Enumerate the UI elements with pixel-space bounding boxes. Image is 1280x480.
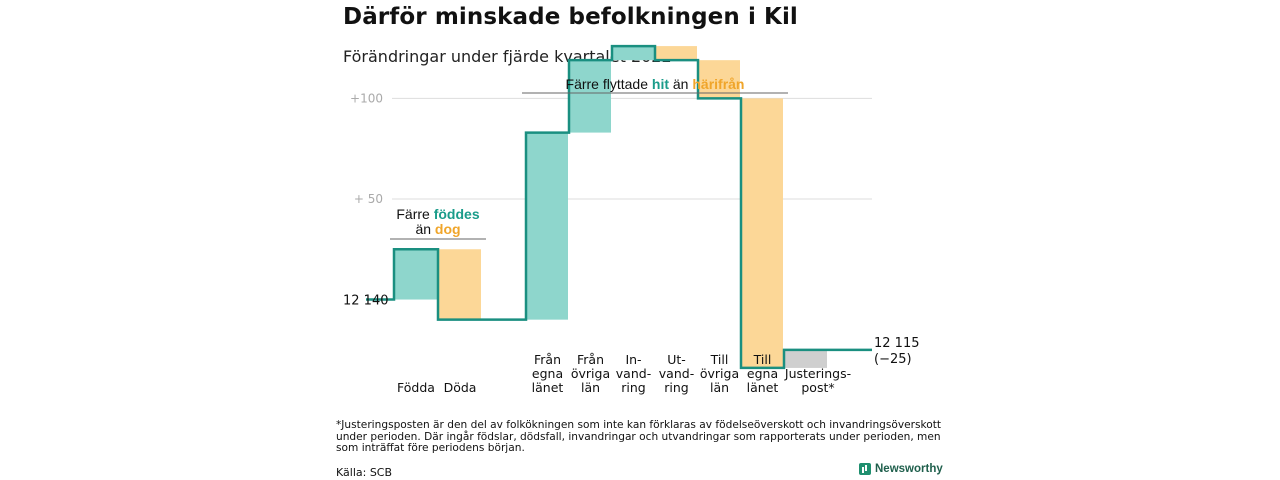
newsworthy-logo: Newsworthy — [859, 463, 943, 475]
category-label: Ut-vand-ring — [659, 352, 694, 395]
annotation-text: Färre föddes — [396, 206, 479, 222]
category-label: Födda — [397, 380, 435, 395]
bar — [785, 349, 827, 368]
category-label: Döda — [444, 380, 477, 395]
total-line — [366, 44, 872, 370]
bar — [613, 46, 654, 61]
annotation-text: än dog — [415, 221, 460, 237]
category-label: Till övriga län — [700, 352, 739, 395]
end-change-label: (−25) — [874, 352, 912, 367]
start-value-label: 12 140 — [343, 294, 389, 309]
bar — [570, 60, 611, 133]
bar — [395, 249, 437, 300]
category-label: Till egna länet — [747, 352, 779, 395]
category-label: In-vand-ring — [616, 352, 651, 395]
newsworthy-logo-icon — [859, 463, 871, 475]
annotation-text: Färre flyttade hit än härifrån — [566, 76, 745, 92]
bar — [699, 60, 740, 99]
gridlines — [392, 97, 872, 200]
chart-title: Därför minskade befolkningen i Kil — [343, 4, 798, 30]
bars — [395, 46, 827, 368]
category-label: Från övriga län — [571, 352, 610, 395]
y-tick-label: +100 — [350, 91, 383, 105]
bar — [527, 132, 568, 320]
source-note: Källa: SCB — [336, 466, 393, 479]
bar — [742, 98, 783, 368]
footnote: *Justeringsposten är den del av folkökni… — [336, 419, 942, 454]
end-value-label: 12 115 — [874, 336, 920, 351]
bar — [656, 46, 697, 61]
category-label: Justerings-post* — [784, 366, 851, 395]
y-tick-label: + 50 — [354, 192, 383, 206]
bar — [439, 249, 481, 320]
logo-text: Newsworthy — [875, 463, 943, 475]
labels: +100 + 50 12 140 12 115(−25) Födda Döda Från eg… — [343, 91, 920, 395]
running-total-line — [366, 44, 872, 370]
category-label: Från egna länet — [532, 352, 564, 395]
